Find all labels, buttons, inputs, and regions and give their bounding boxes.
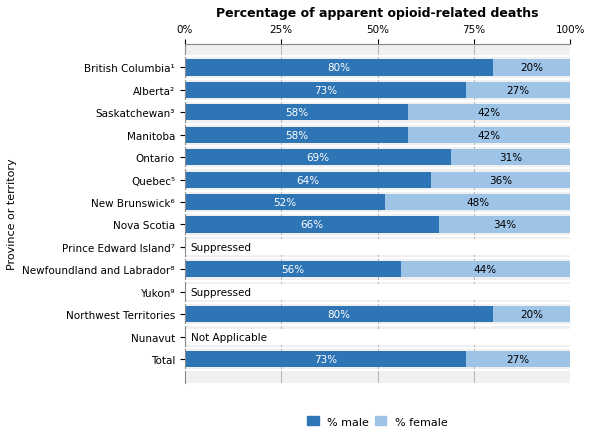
Text: 73%: 73% [314,354,337,364]
Bar [408,127,570,144]
Text: Suppressed: Suppressed [191,242,252,252]
Text: 69%: 69% [306,153,329,163]
Text: 44%: 44% [474,265,497,275]
Bar [493,307,570,322]
Text: 73%: 73% [314,86,337,95]
Bar [185,60,493,76]
Bar [466,351,570,367]
Text: Suppressed: Suppressed [191,287,252,297]
Text: 36%: 36% [490,175,513,185]
Bar [185,83,466,99]
Text: 20%: 20% [520,64,543,73]
Bar [185,194,385,211]
Text: 58%: 58% [285,131,308,141]
Text: 66%: 66% [300,220,323,230]
Bar [432,172,570,188]
Bar [451,150,570,166]
Text: 80%: 80% [327,64,350,73]
Bar [408,105,570,121]
Bar [493,60,570,76]
Bar [185,329,570,345]
Text: 48%: 48% [466,198,490,208]
Bar [439,217,570,233]
Title: Percentage of apparent opioid-related deaths: Percentage of apparent opioid-related de… [216,7,539,20]
Text: 52%: 52% [274,198,297,208]
Text: Not Applicable: Not Applicable [191,332,266,342]
Bar [185,172,432,188]
Bar [185,217,439,233]
Bar [185,127,408,144]
Text: 58%: 58% [285,108,308,118]
Text: 56%: 56% [281,265,304,275]
Bar [385,194,570,211]
Bar [185,284,570,300]
Text: 27%: 27% [507,86,530,95]
Bar [185,307,493,322]
Y-axis label: Province or territory: Province or territory [7,158,17,269]
Bar [185,261,401,278]
Text: 31%: 31% [499,153,522,163]
Bar [185,239,570,255]
Text: 27%: 27% [507,354,530,364]
Text: 42%: 42% [478,131,501,141]
Bar [185,105,408,121]
Bar [185,150,451,166]
Text: 42%: 42% [478,108,501,118]
Text: 34%: 34% [493,220,516,230]
Bar [466,83,570,99]
Text: 20%: 20% [520,310,543,319]
Legend: % male, % female: % male, % female [303,412,452,431]
Text: 64%: 64% [297,175,320,185]
Text: 80%: 80% [327,310,350,319]
Bar [401,261,570,278]
Bar [185,351,466,367]
